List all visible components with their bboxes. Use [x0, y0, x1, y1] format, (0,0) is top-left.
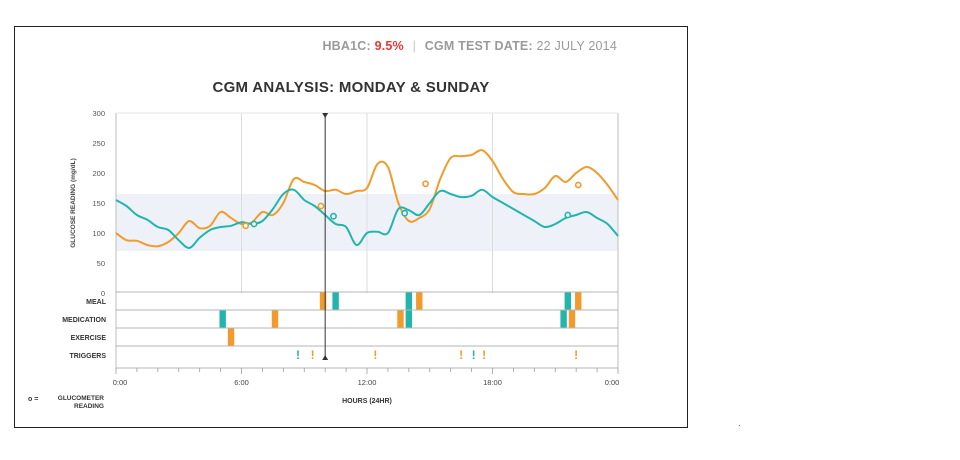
y-tick-label: 300: [92, 109, 105, 118]
hba1c-label: HBA1C:: [322, 39, 371, 53]
event-marker: [575, 292, 582, 310]
glucometer-reading-point: [422, 180, 429, 188]
glucometer-legend-label: GLUCOMETER: [58, 395, 105, 402]
event-row-label: MEAL: [86, 299, 107, 306]
y-tick-label: 0: [101, 289, 105, 298]
chart-title: CGM ANALYSIS: MONDAY & SUNDAY: [212, 79, 490, 96]
y-tick-label: 150: [92, 199, 105, 208]
glucometer-reading-point: [317, 202, 325, 210]
trigger-marker: !: [311, 348, 315, 362]
y-tick-label: 200: [92, 169, 105, 178]
event-marker: [405, 310, 413, 328]
x-tick-label: 18:00: [483, 378, 502, 387]
glucometer-reading-point: [330, 212, 337, 220]
event-marker: [319, 292, 327, 310]
test-info-header: HBA1C: 9.5% | CGM TEST DATE: 22 JULY 201…: [322, 39, 617, 53]
y-tick-label: 250: [92, 139, 105, 148]
header-separator: |: [412, 39, 417, 53]
x-tick-label: 0:00: [605, 378, 620, 387]
trigger-marker: !: [373, 348, 377, 362]
x-axis-label: HOURS (24HR): [342, 398, 392, 405]
current-time-marker-bottom: [322, 355, 329, 360]
event-marker: [405, 292, 413, 310]
event-marker: [271, 310, 279, 328]
glucometer-reading-point: [250, 220, 258, 228]
glucometer-legend-symbol: o =: [28, 396, 38, 403]
trigger-marker: !: [459, 348, 463, 362]
orange-glucose-line: [115, 149, 619, 248]
event-marker: [219, 310, 226, 328]
x-tick-label: 0:00: [113, 378, 128, 387]
event-row-label: MEDICATION: [62, 317, 106, 324]
event-marker: [568, 310, 576, 328]
event-marker: [560, 310, 567, 328]
trigger-marker: !: [472, 348, 476, 362]
event-marker: [564, 292, 571, 310]
y-axis-label: GLUCOSE READING (mg/dL): [70, 158, 77, 248]
glucometer-reading-point: [242, 222, 250, 230]
trigger-marker: !: [482, 348, 486, 362]
test-date-value: 22 JULY 2014: [536, 39, 617, 53]
glucometer-reading-point: [564, 211, 572, 219]
event-marker: [332, 292, 339, 310]
teal-glucose-line: [115, 188, 619, 249]
event-marker: [397, 310, 404, 328]
event-marker: [227, 328, 235, 346]
glucometer-reading-point: [401, 209, 409, 217]
trigger-marker: !: [296, 348, 300, 362]
test-date-label: CGM TEST DATE:: [424, 39, 533, 53]
current-time-marker-top: [322, 113, 329, 118]
event-row-label: TRIGGERS: [69, 353, 106, 360]
y-tick-label: 50: [97, 259, 105, 268]
glucometer-reading-point: [574, 181, 582, 189]
event-row-label: EXERCISE: [71, 335, 107, 342]
hba1c-value: 9.5%: [374, 39, 404, 53]
glucometer-legend-label: READING: [74, 403, 104, 410]
x-tick-label: 12:00: [358, 378, 377, 387]
event-marker: [416, 292, 423, 310]
footer-mark: .: [738, 418, 741, 429]
x-tick-label: 6:00: [234, 378, 249, 387]
trigger-marker: !: [574, 348, 578, 362]
y-tick-label: 100: [92, 229, 105, 238]
